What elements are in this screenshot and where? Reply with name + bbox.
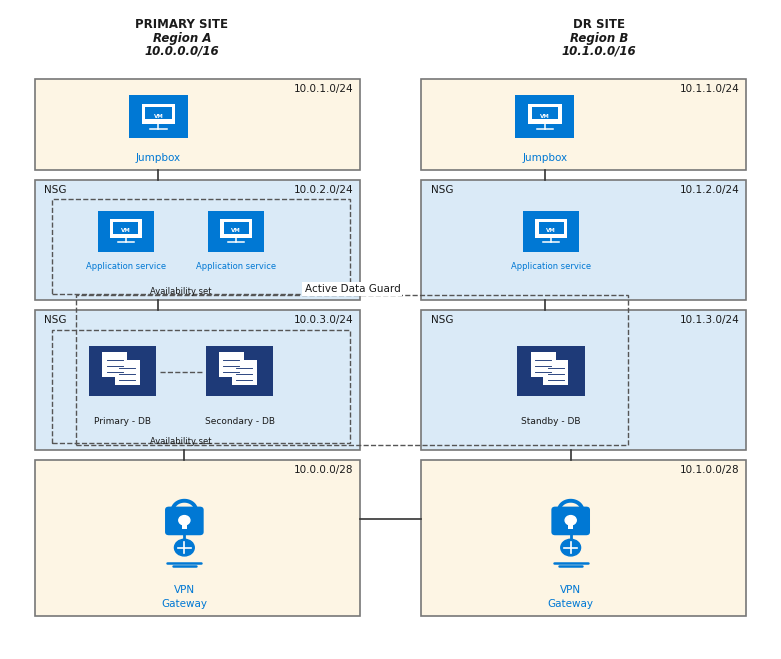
Text: VM: VM (121, 228, 130, 233)
Text: VPN: VPN (174, 585, 195, 595)
FancyBboxPatch shape (532, 107, 558, 119)
FancyBboxPatch shape (224, 221, 249, 234)
Text: NSG: NSG (430, 315, 453, 325)
FancyBboxPatch shape (35, 180, 359, 301)
Text: Jumpbox: Jumpbox (136, 154, 181, 163)
Text: Active Data Guard: Active Data Guard (305, 284, 401, 294)
FancyBboxPatch shape (422, 310, 746, 450)
Text: Application service: Application service (86, 262, 166, 271)
Text: VM: VM (231, 228, 241, 233)
Circle shape (561, 539, 580, 556)
Text: Gateway: Gateway (547, 599, 594, 609)
Text: 10.1.2.0/24: 10.1.2.0/24 (680, 185, 740, 195)
Text: Primary - DB: Primary - DB (95, 417, 152, 426)
FancyBboxPatch shape (205, 345, 273, 396)
FancyBboxPatch shape (209, 210, 264, 252)
Text: 10.1.3.0/24: 10.1.3.0/24 (680, 315, 740, 325)
FancyBboxPatch shape (182, 521, 187, 529)
FancyBboxPatch shape (422, 459, 746, 616)
FancyBboxPatch shape (113, 221, 138, 234)
Text: Application service: Application service (511, 262, 591, 271)
FancyBboxPatch shape (35, 310, 359, 450)
FancyBboxPatch shape (98, 210, 154, 252)
Text: VM: VM (154, 113, 163, 119)
FancyBboxPatch shape (110, 219, 142, 238)
Text: 10.0.2.0/24: 10.0.2.0/24 (294, 185, 354, 195)
Text: Region A: Region A (152, 32, 211, 45)
FancyBboxPatch shape (528, 104, 562, 124)
Text: Application service: Application service (196, 262, 276, 271)
Text: 10.0.3.0/24: 10.0.3.0/24 (294, 315, 354, 325)
Text: DR SITE: DR SITE (573, 18, 625, 32)
FancyBboxPatch shape (551, 507, 590, 535)
FancyBboxPatch shape (539, 221, 564, 234)
Text: VM: VM (547, 228, 556, 233)
FancyBboxPatch shape (232, 360, 256, 385)
Circle shape (174, 539, 194, 556)
Text: 10.0.1.0/24: 10.0.1.0/24 (294, 84, 354, 94)
FancyBboxPatch shape (129, 95, 187, 138)
FancyBboxPatch shape (530, 353, 555, 377)
FancyBboxPatch shape (102, 353, 127, 377)
FancyBboxPatch shape (89, 345, 156, 396)
Text: Secondary - DB: Secondary - DB (205, 417, 274, 426)
FancyBboxPatch shape (35, 79, 359, 170)
Text: Gateway: Gateway (162, 599, 207, 609)
FancyBboxPatch shape (535, 219, 567, 238)
Text: Availability set: Availability set (151, 437, 212, 446)
FancyBboxPatch shape (422, 79, 746, 170)
Text: Standby - DB: Standby - DB (522, 417, 581, 426)
Text: Region B: Region B (570, 32, 628, 45)
Text: Availability set: Availability set (151, 287, 212, 297)
Text: NSG: NSG (45, 315, 67, 325)
FancyBboxPatch shape (165, 507, 204, 535)
Text: NSG: NSG (430, 185, 453, 195)
Text: VM: VM (540, 113, 550, 119)
FancyBboxPatch shape (220, 219, 252, 238)
FancyBboxPatch shape (141, 104, 175, 124)
Text: 10.1.1.0/24: 10.1.1.0/24 (680, 84, 740, 94)
Text: Jumpbox: Jumpbox (522, 154, 567, 163)
Text: 10.0.0.0/28: 10.0.0.0/28 (294, 465, 354, 475)
Text: VPN: VPN (560, 585, 581, 595)
Text: 10.1.0.0/28: 10.1.0.0/28 (680, 465, 740, 475)
FancyBboxPatch shape (523, 210, 579, 252)
Text: PRIMARY SITE: PRIMARY SITE (135, 18, 228, 32)
FancyBboxPatch shape (115, 360, 140, 385)
FancyBboxPatch shape (544, 360, 569, 385)
FancyBboxPatch shape (145, 107, 172, 119)
Text: NSG: NSG (45, 185, 67, 195)
FancyBboxPatch shape (569, 521, 573, 529)
FancyBboxPatch shape (422, 180, 746, 301)
Circle shape (565, 515, 576, 525)
Circle shape (179, 515, 190, 525)
FancyBboxPatch shape (35, 459, 359, 616)
FancyBboxPatch shape (219, 353, 244, 377)
FancyBboxPatch shape (518, 345, 585, 396)
Text: 10.0.0.0/16: 10.0.0.0/16 (144, 45, 219, 57)
FancyBboxPatch shape (515, 95, 574, 138)
Text: 10.1.0.0/16: 10.1.0.0/16 (562, 45, 637, 57)
